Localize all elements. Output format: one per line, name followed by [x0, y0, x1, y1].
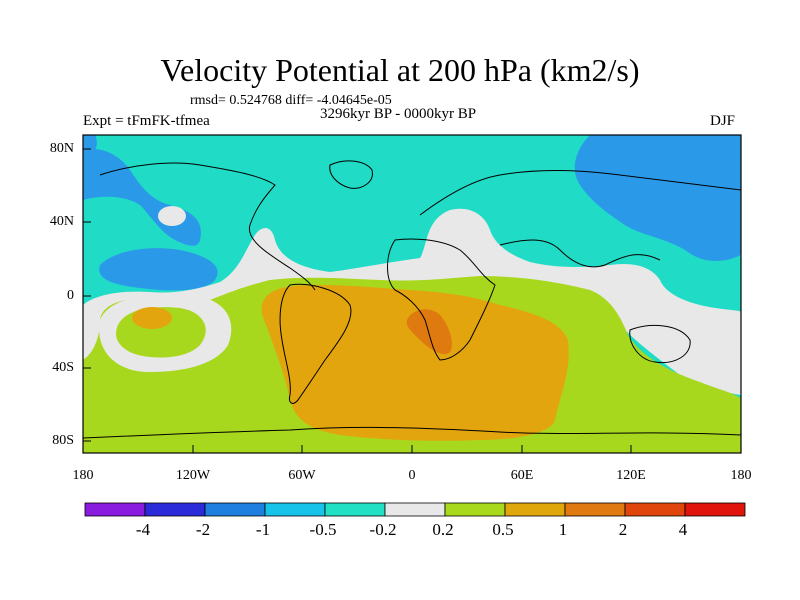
contour-neg-atlantic	[99, 248, 218, 291]
colorbar-swatch	[624, 502, 686, 517]
contour-field	[83, 135, 741, 453]
lon-label-60e: 60E	[510, 468, 534, 483]
colorbar-swatch	[264, 502, 326, 517]
period-subtitle: 3296kyr BP - 0000kyr BP	[320, 106, 477, 122]
contour-orange-spac	[132, 307, 172, 329]
lon-tick-marks	[82, 445, 742, 453]
colorbar-swatch	[384, 502, 446, 517]
colorbar-swatch	[324, 502, 386, 517]
lat-tick-marks	[83, 148, 91, 442]
lat-label-80s: 80S	[52, 433, 74, 448]
lat-label-40s: 40S	[52, 360, 74, 375]
colorbar-label: 4	[678, 520, 688, 539]
season-label: DJF	[710, 113, 736, 129]
colorbar-label: -1	[255, 520, 271, 539]
coast-south-america	[279, 283, 352, 404]
lon-label-180w: 180	[72, 468, 94, 483]
experiment-label: Expt = tFmFK-tfmea	[83, 113, 210, 129]
coastlines	[83, 160, 741, 439]
lon-label-0: 0	[408, 468, 416, 483]
coast-greenland	[329, 160, 373, 189]
coast-australia	[629, 324, 691, 364]
colorbar-label: -0.2	[369, 520, 397, 539]
lat-label-40n: 40N	[49, 214, 74, 229]
colorbar	[84, 502, 746, 517]
colorbar-swatch	[204, 502, 266, 517]
colorbar-swatch	[684, 502, 746, 517]
contour-neg-asia	[574, 135, 741, 262]
lon-label-180e: 180	[730, 468, 752, 483]
stats-text: rmsd= 0.524768 diff= -4.04645e-05	[190, 93, 392, 108]
colorbar-swatch	[444, 502, 506, 517]
coast-eurasia	[419, 169, 741, 268]
colorbar-swatch	[564, 502, 626, 517]
lon-label-120e: 120E	[616, 468, 646, 483]
colorbar-label: 0.2	[432, 520, 454, 539]
contour-neg-arctic	[83, 135, 97, 160]
colorbar-label: 2	[618, 520, 628, 539]
colorbar-swatch	[144, 502, 206, 517]
coast-north-america	[99, 162, 316, 291]
coast-africa	[387, 238, 496, 361]
colorbar-label: -0.5	[309, 520, 337, 539]
lat-label-0: 0	[67, 288, 74, 303]
colorbar-swatch	[504, 502, 566, 517]
colorbar-label: 0.5	[492, 520, 514, 539]
colorbar-label: -4	[135, 520, 151, 539]
contour-pos-darkorange	[406, 309, 452, 355]
colorbar-label: -2	[195, 520, 211, 539]
contour-pos-orange	[261, 284, 569, 441]
lat-label-80n: 80N	[49, 141, 74, 156]
lon-label-60w: 60W	[288, 468, 316, 483]
plot-title: Velocity Potential at 200 hPa (km2/s)	[160, 52, 640, 88]
contour-neutral-npac	[158, 206, 186, 226]
colorbar-label: 1	[558, 520, 568, 539]
colorbar-swatch	[84, 502, 146, 517]
lon-label-120w: 120W	[175, 468, 211, 483]
coast-antarctica	[83, 426, 741, 439]
